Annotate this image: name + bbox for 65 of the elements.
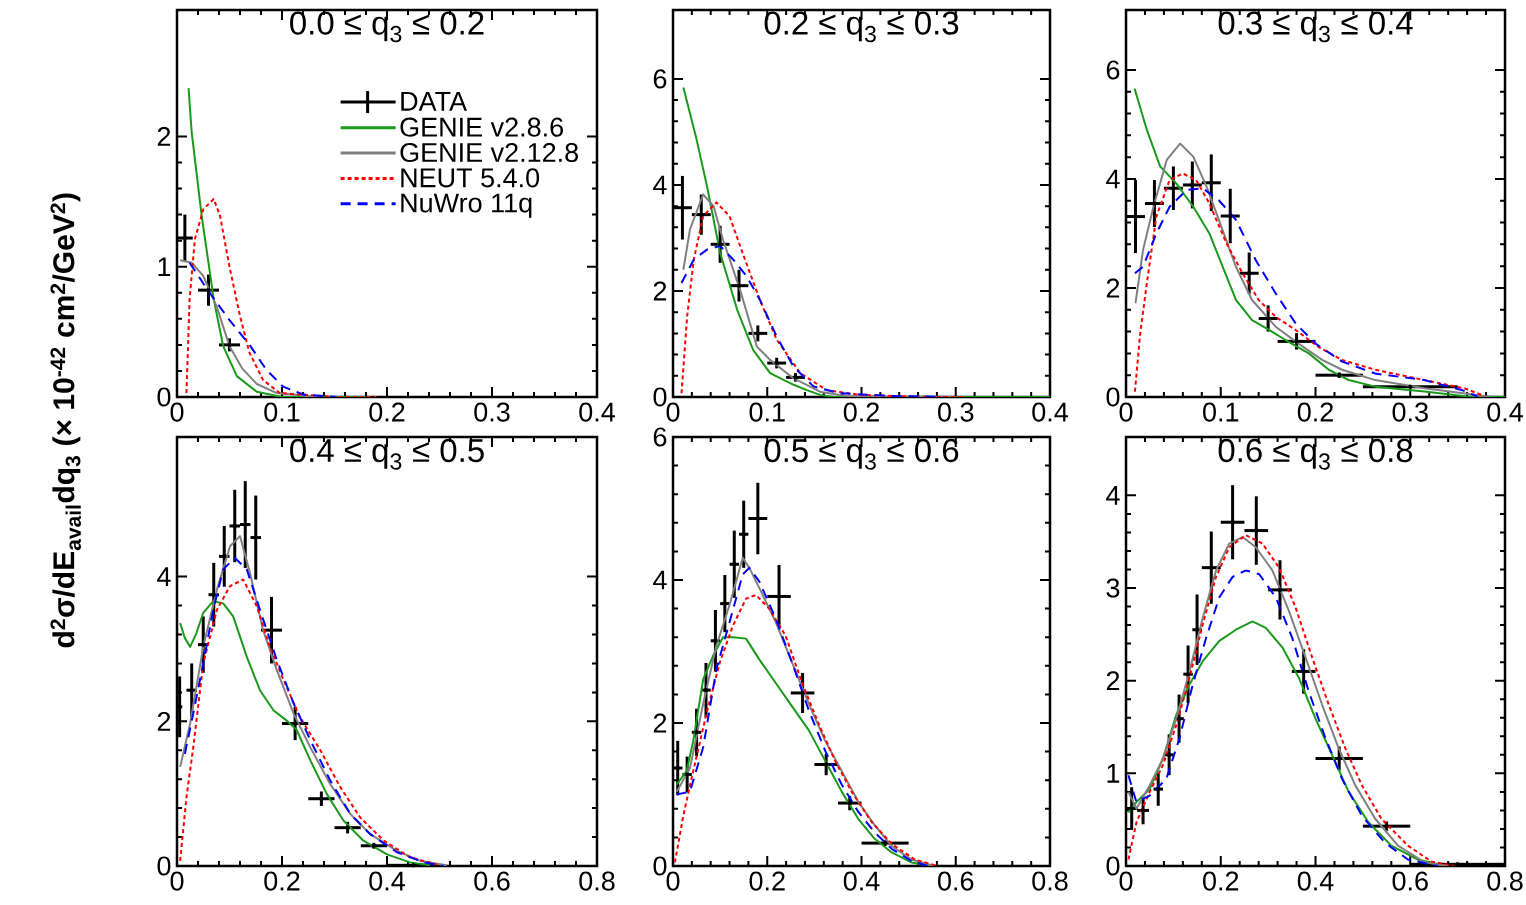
text: d$^{2}$σ/dE$_{avail}$dq$_{3}$ (× 10$^{-42}$ cm$^{2}$/GeV$^{2}$) <box>50 193 81 648</box>
x-tick-label: 0.4 <box>1297 871 1334 891</box>
y-tick-label: 0 <box>653 856 667 876</box>
y-tick-label: 0 <box>157 387 171 407</box>
y-tick-label: 1 <box>158 257 171 276</box>
legend-label: DATA <box>401 92 468 111</box>
y-tick-label: 0 <box>1106 856 1120 876</box>
chart-title: 0.6 ≤ q$_{3}$ ≤ 0.8 <box>1218 438 1413 470</box>
y-tick-label: 2 <box>1106 278 1120 298</box>
y-tick-label: 6 <box>653 427 667 447</box>
chart-title: 0.0 ≤ q$_{3}$ ≤ 0.2 <box>290 11 484 43</box>
y-tick-label: 6 <box>653 69 667 89</box>
x-tick-label: 0 <box>666 402 680 422</box>
chart-title: 0.4 ≤ q$_{3}$ ≤ 0.5 <box>290 438 484 470</box>
x-tick-label: 0.4 <box>579 402 615 422</box>
x-tick-label: 0.2 <box>749 871 785 891</box>
x-tick-label: 0 <box>170 871 184 891</box>
x-tick-label: 0.6 <box>474 871 510 891</box>
x-tick-label: 0.1 <box>264 402 300 422</box>
x-tick-label: 0 <box>1119 402 1133 422</box>
x-tick-label: 0.2 <box>1203 871 1239 891</box>
y-tick-label: 4 <box>157 567 171 586</box>
chart-title: 0.5 ≤ q$_{3}$ ≤ 0.6 <box>764 438 959 470</box>
y-tick-label: 2 <box>157 711 171 731</box>
y-tick-label: 2 <box>653 281 667 301</box>
y-tick-label: 2 <box>157 126 171 146</box>
legend-label: NEUT 5.4.0 <box>401 168 540 188</box>
x-tick-label: 0.2 <box>1297 402 1333 422</box>
x-tick-label: 0.4 <box>843 871 880 891</box>
x-tick-label: 0.6 <box>1392 871 1428 891</box>
legend-label: GENIE v2.12.8 <box>400 142 579 163</box>
y-tick-label: 2 <box>653 713 667 733</box>
x-tick-label: 0.1 <box>749 402 785 422</box>
legend-label: GENIE v2.8.6 <box>400 117 563 137</box>
x-tick-label: 0.3 <box>474 402 510 422</box>
x-tick-label: 0 <box>1119 871 1133 891</box>
y-tick-label: 4 <box>653 175 667 195</box>
x-tick-label: 0.8 <box>1032 871 1068 891</box>
x-tick-label: 0.3 <box>1392 402 1428 422</box>
x-tick-label: 0.8 <box>1487 871 1523 891</box>
x-tick-label: 0.4 <box>369 871 405 891</box>
x-tick-label: 0.8 <box>579 871 615 891</box>
x-tick-label: 0.4 <box>1487 402 1523 422</box>
y-tick-label: 1 <box>1107 764 1120 783</box>
x-tick-label: 0.2 <box>264 871 300 891</box>
legend-label: NuWro 11q <box>401 193 532 218</box>
y-tick-label: 2 <box>1106 671 1120 691</box>
x-tick-label: 0 <box>666 871 680 891</box>
x-tick-label: 0.2 <box>843 402 879 422</box>
x-tick-label: 0.4 <box>1032 402 1068 422</box>
x-tick-label: 0.1 <box>1203 402 1239 422</box>
y-tick-label: 4 <box>653 570 667 590</box>
x-tick-label: 0.6 <box>938 871 974 891</box>
chart-title: 0.2 ≤ q$_{3}$ ≤ 0.3 <box>764 11 959 43</box>
y-tick-label: 0 <box>1106 387 1120 407</box>
y-tick-label: 3 <box>1106 578 1120 598</box>
chart-title: 0.3 ≤ q$_{3}$ ≤ 0.4 <box>1218 11 1413 43</box>
x-tick-label: 0 <box>170 402 184 422</box>
x-tick-label: 0.3 <box>938 402 974 422</box>
y-tick-label: 4 <box>1106 169 1120 189</box>
x-tick-label: 0.2 <box>369 402 405 422</box>
y-tick-label: 0 <box>653 387 667 407</box>
y-tick-label: 6 <box>1106 60 1120 80</box>
y-tick-label: 0 <box>157 856 171 876</box>
y-tick-label: 4 <box>1106 486 1120 505</box>
